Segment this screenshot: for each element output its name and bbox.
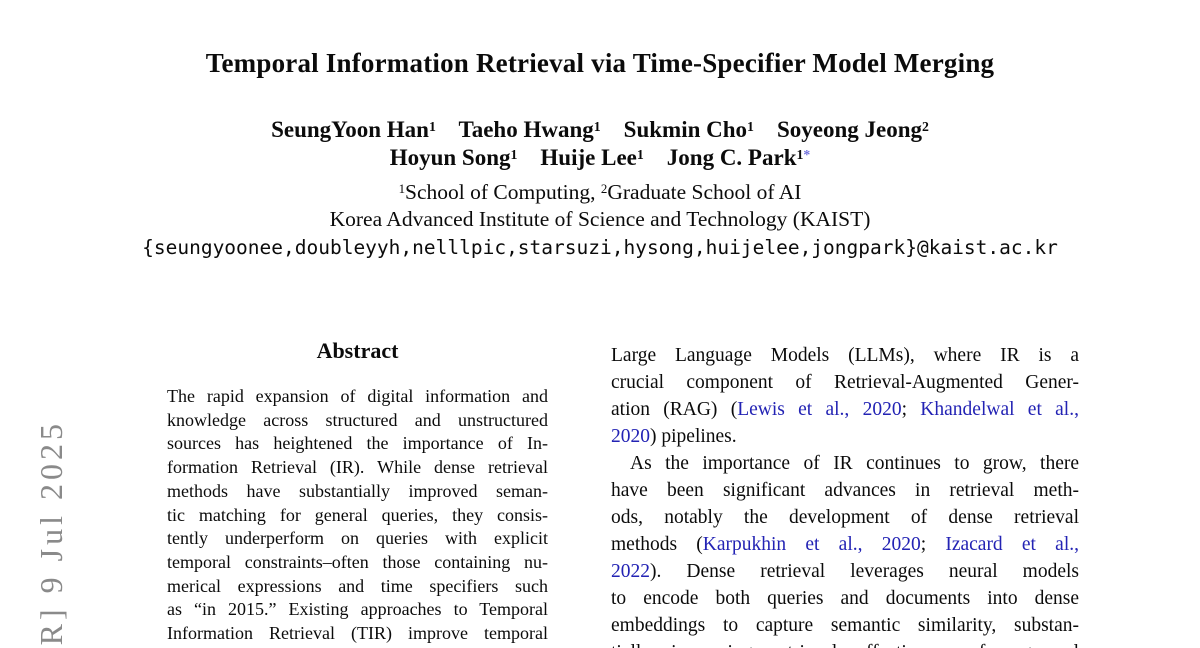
text-segment: ;	[920, 534, 946, 555]
text-line: methods (Karpukhin et al., 2020; Izacard…	[611, 531, 1079, 558]
text-line: 2022). Dense retrieval leverages neural …	[611, 558, 1079, 585]
text-segment: Large Language Models (LLMs), where IR i…	[611, 345, 1079, 366]
affiliation-line-2: Korea Advanced Institute of Science and …	[329, 207, 871, 231]
text-line: tently underperform on queries with expl…	[167, 527, 548, 551]
authors-line-2: Hoyun Song1 Huije Lee1 Jong C. Park1*	[0, 145, 1200, 171]
text-line: 2020) pipelines.	[611, 423, 1079, 450]
text-segment: 1	[510, 146, 518, 162]
right-column: Large Language Models (LLMs), where IR i…	[611, 342, 1079, 648]
text-segment: tently underperform on queries with expl…	[167, 528, 548, 549]
text-segment	[644, 145, 667, 170]
text-segment: as “in 2015.” Existing approaches to Tem…	[167, 599, 548, 620]
text-line: tially improving retrieval effectiveness…	[611, 639, 1079, 648]
citation-link[interactable]: 2022	[611, 561, 650, 582]
citation-link[interactable]: Izacard et al.,	[945, 534, 1079, 555]
text-segment: methods have substantially improved sema…	[167, 480, 548, 501]
text-segment: sources has heightened the importance of…	[167, 433, 548, 454]
paper-title: Temporal Information Retrieval via Time-…	[205, 48, 995, 78]
text-segment: tially improving retrieval effectiveness…	[611, 642, 1079, 648]
authors-line-1: SeungYoon Han1 Taeho Hwang1 Sukmin Cho1 …	[0, 117, 1200, 143]
text-segment: knowledge across structured and unstruct…	[167, 409, 548, 430]
affiliation-line-1: 1School of Computing, 2Graduate School o…	[0, 180, 1200, 205]
text-segment: School of Computing,	[405, 180, 601, 204]
text-segment: 1	[796, 146, 804, 162]
text-segment: 1	[593, 118, 601, 134]
text-segment: Sukmin Cho	[623, 117, 748, 142]
text-segment: ). Dense retrieval leverages neural mode…	[650, 561, 1079, 582]
text-segment: Jong C. Park	[666, 145, 797, 170]
text-segment: formation Retrieval (IR). While dense re…	[167, 457, 548, 478]
citation-link[interactable]: Karpukhin et al., 2020	[702, 534, 921, 555]
text-line: tic matching for general queries, they c…	[167, 504, 548, 528]
text-line: temporal constraints–often those contain…	[167, 551, 548, 575]
citation-link[interactable]: Khandelwal et al.,	[920, 399, 1079, 420]
text-segment: SeungYoon Han	[271, 117, 429, 142]
text-segment	[517, 145, 540, 170]
text-line: sources has heightened the importance of…	[167, 432, 548, 456]
text-segment: Taeho Hwang	[458, 117, 594, 142]
abstract-heading: Abstract	[316, 338, 399, 363]
text-line: As the importance of IR continues to gro…	[611, 450, 1079, 477]
text-segment: methods (	[611, 534, 703, 555]
text-segment: crucial component of Retrieval-Augmented…	[611, 372, 1079, 393]
text-segment: ods, notably the development of dense re…	[611, 507, 1079, 528]
text-segment: tic matching for general queries, they c…	[167, 504, 548, 525]
text-segment: The rapid expansion of digital informati…	[167, 386, 548, 406]
text-segment: 1	[636, 146, 644, 162]
text-segment: 1	[398, 182, 406, 197]
text-segment	[436, 117, 459, 142]
text-line: as “in 2015.” Existing approaches to Tem…	[167, 598, 548, 622]
abstract-text: The rapid expansion of digital informati…	[167, 385, 548, 646]
text-segment: merical expressions and time specifiers …	[167, 575, 548, 596]
text-line: ation (RAG) (Lewis et al., 2020; Khandel…	[611, 396, 1079, 423]
text-line: Large Language Models (LLMs), where IR i…	[611, 342, 1079, 369]
text-segment: ;	[901, 399, 921, 420]
citation-link[interactable]: Lewis et al., 2020	[737, 399, 902, 420]
text-line: ods, notably the development of dense re…	[611, 504, 1079, 531]
text-segment: 2	[600, 182, 608, 197]
text-segment: have been significant advances in retrie…	[611, 480, 1079, 501]
text-line: methods have substantially improved sema…	[167, 480, 548, 504]
text-segment	[601, 117, 624, 142]
text-line: to encode both queries and documents int…	[611, 585, 1079, 612]
text-line: Information Retrieval (TIR) improve temp…	[167, 622, 548, 646]
text-segment: Huije Lee	[540, 145, 637, 170]
text-segment: As the importance of IR continues to gro…	[630, 453, 1079, 474]
text-segment	[754, 117, 777, 142]
text-line: embeddings to capture semantic similarit…	[611, 612, 1079, 639]
author-emails: {seungyoonee,doubleyyh,nelllpic,starsuzi…	[142, 236, 1058, 259]
footnote-marker[interactable]: *	[803, 146, 811, 162]
text-segment: ) pipelines.	[650, 426, 737, 447]
text-line: knowledge across structured and unstruct…	[167, 409, 548, 433]
text-segment: Soyeong Jeong	[776, 117, 922, 142]
text-segment: Hoyun Song	[389, 145, 511, 170]
left-column: Abstract The rapid expansion of digital …	[167, 338, 548, 646]
text-segment: 1	[428, 118, 436, 134]
text-segment: 2	[921, 118, 929, 134]
text-line: merical expressions and time specifiers …	[167, 575, 548, 599]
arxiv-watermark: IR] 9 Jul 2025	[33, 420, 69, 648]
text-line: crucial component of Retrieval-Augmented…	[611, 369, 1079, 396]
text-line: formation Retrieval (IR). While dense re…	[167, 456, 548, 480]
text-segment: to encode both queries and documents int…	[611, 588, 1079, 609]
text-line: have been significant advances in retrie…	[611, 477, 1079, 504]
text-segment: ation (RAG) (	[611, 399, 738, 420]
citation-link[interactable]: 2020	[611, 426, 650, 447]
text-segment: temporal constraints–often those contain…	[167, 551, 548, 572]
text-segment: 1	[747, 118, 754, 134]
text-segment: embeddings to capture semantic similarit…	[611, 615, 1079, 636]
text-segment: Information Retrieval (TIR) improve temp…	[167, 623, 548, 644]
text-segment: Graduate School of AI	[607, 180, 802, 204]
text-line: The rapid expansion of digital informati…	[167, 385, 548, 409]
